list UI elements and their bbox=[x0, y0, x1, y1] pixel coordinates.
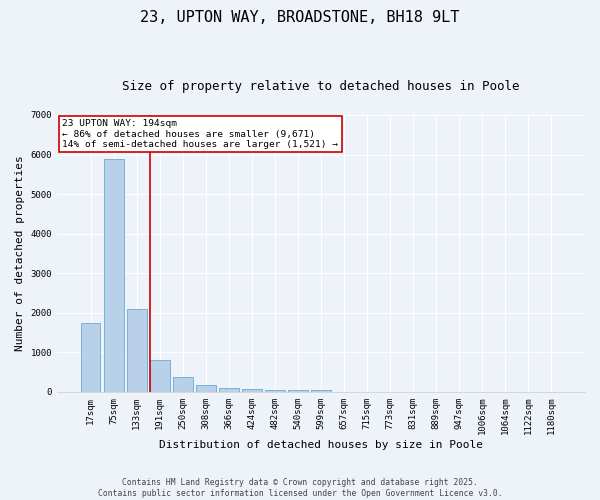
Text: 23, UPTON WAY, BROADSTONE, BH18 9LT: 23, UPTON WAY, BROADSTONE, BH18 9LT bbox=[140, 10, 460, 25]
Bar bbox=[219, 388, 239, 392]
Bar bbox=[311, 390, 331, 392]
Bar bbox=[150, 360, 170, 392]
Text: Contains HM Land Registry data © Crown copyright and database right 2025.
Contai: Contains HM Land Registry data © Crown c… bbox=[98, 478, 502, 498]
Bar bbox=[265, 390, 284, 392]
Title: Size of property relative to detached houses in Poole: Size of property relative to detached ho… bbox=[122, 80, 520, 93]
Bar bbox=[242, 389, 262, 392]
X-axis label: Distribution of detached houses by size in Poole: Distribution of detached houses by size … bbox=[159, 440, 483, 450]
Text: 23 UPTON WAY: 194sqm
← 86% of detached houses are smaller (9,671)
14% of semi-de: 23 UPTON WAY: 194sqm ← 86% of detached h… bbox=[62, 119, 338, 149]
Bar bbox=[81, 322, 100, 392]
Bar bbox=[127, 309, 146, 392]
Bar bbox=[288, 390, 308, 392]
Bar bbox=[196, 385, 215, 392]
Bar bbox=[173, 378, 193, 392]
Y-axis label: Number of detached properties: Number of detached properties bbox=[15, 156, 25, 352]
Bar bbox=[104, 158, 124, 392]
